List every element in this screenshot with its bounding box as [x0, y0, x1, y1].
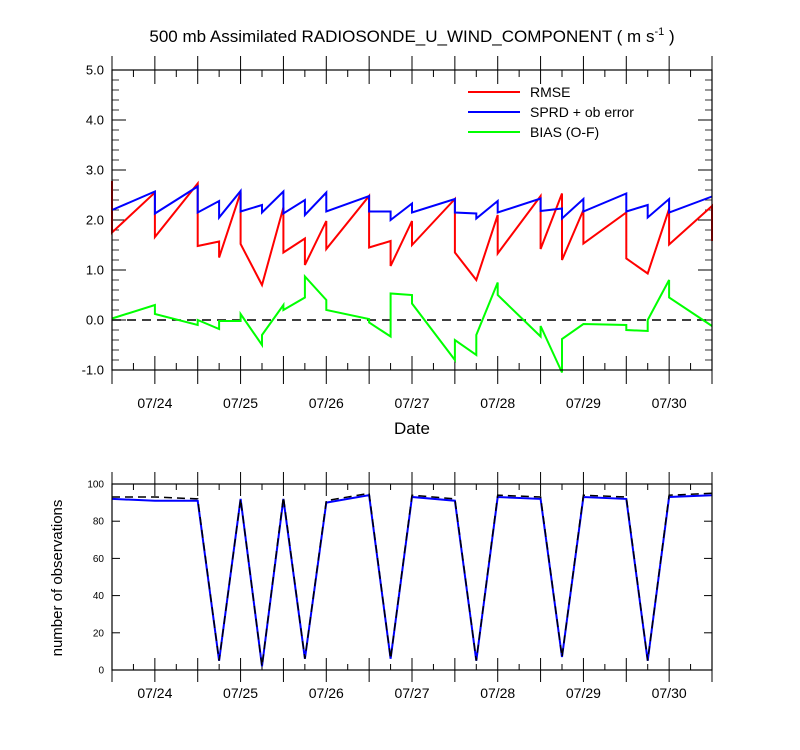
y-tick-label: 20	[93, 628, 105, 639]
x-tick-label: 07/25	[223, 685, 258, 701]
y-tick-label: 0	[98, 666, 104, 677]
y-axis-label: number of observations	[49, 500, 66, 657]
x-tick-label: 07/24	[137, 395, 172, 411]
observation-count-chart: 0 20 40 60 80 100 07/24 07/25 07/26 07/27 07/28 07/…	[49, 472, 713, 701]
x-tick-label: 07/29	[566, 685, 601, 701]
series-line-observations-possible	[112, 492, 713, 667]
series-line-bias-o-f	[111, 273, 713, 373]
y-tick-label: 5.0	[86, 63, 104, 78]
legend-label: SPRD + ob error	[530, 104, 634, 120]
series-line-sprd-ob-error	[111, 184, 713, 223]
y-tick-label: 1.0	[86, 263, 104, 278]
x-tick-label: 07/25	[223, 395, 258, 411]
top-plot-frame	[111, 69, 713, 371]
legend: RMSE SPRD + ob error BIAS (O-F)	[468, 84, 634, 140]
top-chart-series	[111, 180, 713, 373]
y-tick-label: 2.0	[86, 213, 104, 228]
y-tick-label: 80	[93, 517, 105, 528]
x-tick-label: 07/26	[309, 685, 344, 701]
series-line-rmse	[111, 180, 713, 288]
x-tick-label: 07/30	[652, 685, 687, 701]
x-axis-label: Date	[394, 419, 430, 438]
title-superscript: -1	[654, 26, 664, 38]
bottom-chart-series	[111, 492, 713, 667]
y-tick-label: 3.0	[86, 163, 104, 178]
x-tick-label: 07/27	[394, 685, 429, 701]
y-tick-label: 40	[93, 591, 105, 602]
y-tick-label: 60	[93, 554, 105, 565]
y-tick-label: 100	[87, 480, 104, 491]
x-tick-label: 07/28	[480, 685, 515, 701]
bottom-plot-frame	[111, 483, 713, 671]
x-tick-label: 07/24	[137, 685, 172, 701]
title-end: )	[664, 27, 674, 46]
y-tick-label: 0.0	[86, 313, 104, 328]
x-tick-label: 07/26	[309, 395, 344, 411]
x-tick-label: 07/28	[480, 395, 515, 411]
legend-label: BIAS (O-F)	[530, 124, 599, 140]
x-tick-label: 07/30	[652, 395, 687, 411]
y-tick-label: -1.0	[82, 363, 104, 378]
x-tick-label: 07/27	[394, 395, 429, 411]
title-main: 500 mb Assimilated RADIOSONDE_U_WIND_COM…	[149, 27, 654, 46]
y-tick-label: 4.0	[86, 113, 104, 128]
chart-title: 500 mb Assimilated RADIOSONDE_U_WIND_COM…	[149, 26, 674, 46]
x-tick-label: 07/29	[566, 395, 601, 411]
error-timeseries-chart: 500 mb Assimilated RADIOSONDE_U_WIND_COM…	[82, 26, 713, 438]
bottom-chart-ticks: 0 20 40 60 80 100 07/24 07/25 07/26 07/27 07/28 07/…	[87, 472, 713, 701]
legend-label: RMSE	[530, 84, 570, 100]
series-line-observations-used	[111, 494, 713, 667]
